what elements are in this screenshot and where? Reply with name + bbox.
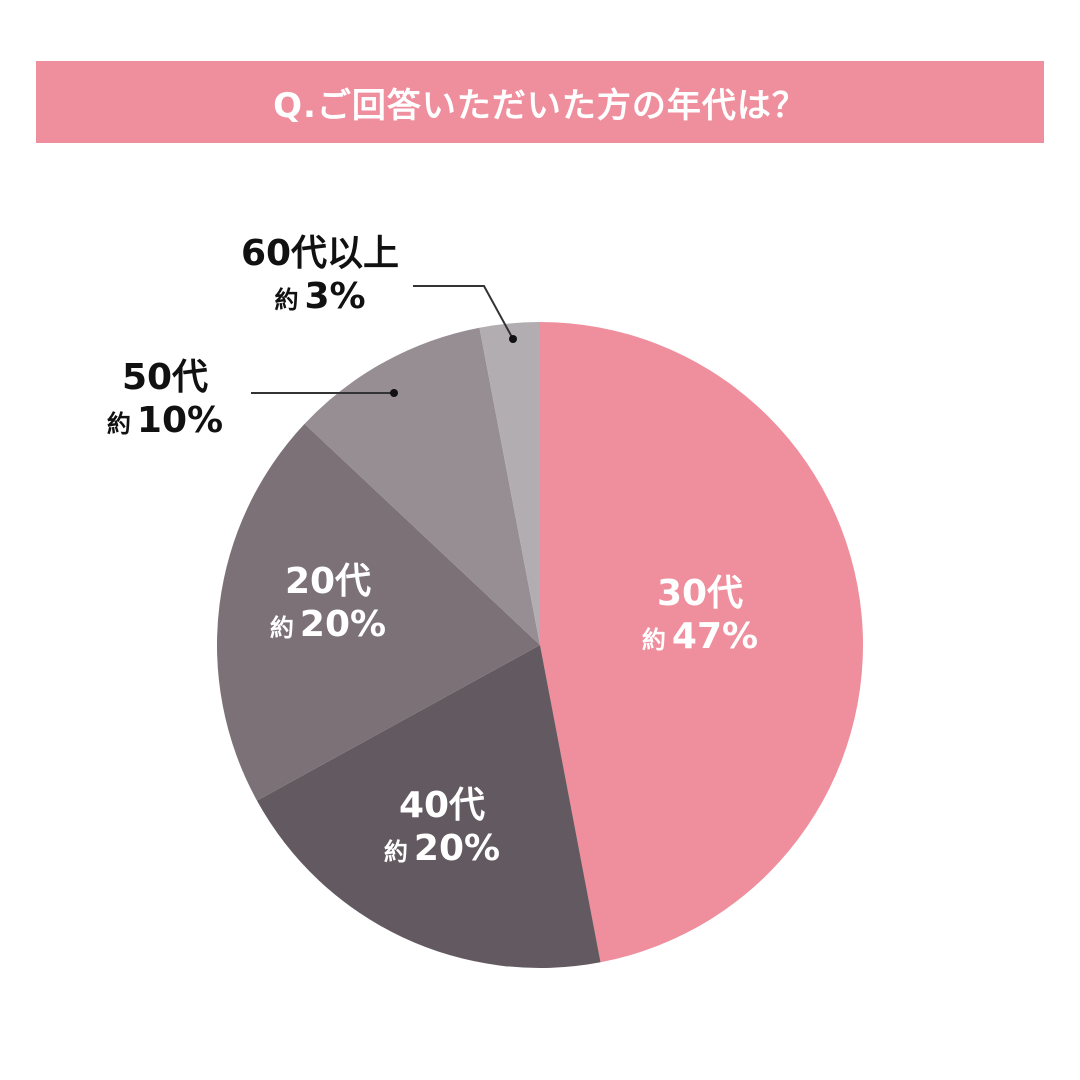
- label-60plus: 60代以上 約 3%: [240, 233, 400, 318]
- label-30s: 30代 約 47%: [641, 573, 759, 658]
- label-20s: 20代 約 20%: [269, 561, 387, 646]
- pie-slice-20s: [216, 423, 540, 801]
- pie-slice-40s: [256, 645, 601, 969]
- leader-line-60plus: [413, 285, 517, 343]
- label-50s: 50代 約 10%: [106, 357, 224, 442]
- chart-title: Q.ご回答いただいた方の年代は？: [273, 85, 807, 126]
- pie-slice-50s: [304, 327, 540, 645]
- title-bar: Q.ご回答いただいた方の年代は？: [36, 61, 1044, 143]
- leader-line-50s: [251, 389, 398, 397]
- pie-slice-60plus: [479, 322, 540, 645]
- pie-slice-30s: [540, 322, 864, 963]
- label-40s: 40代 約 20%: [383, 785, 501, 870]
